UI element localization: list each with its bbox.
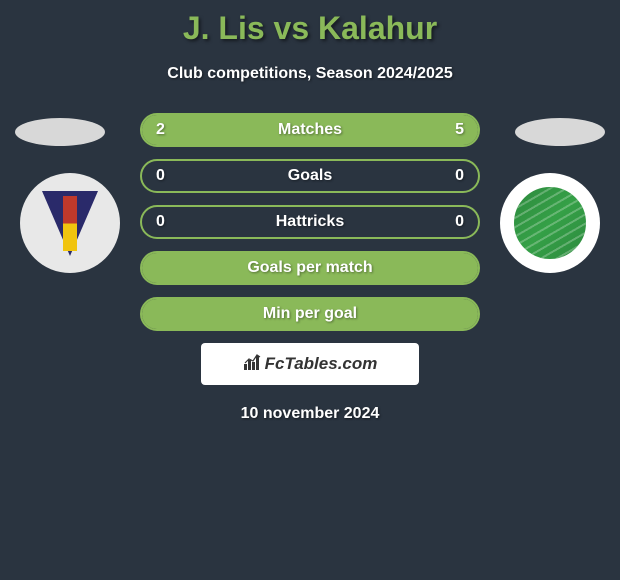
- shield-stripe-icon: [63, 196, 77, 251]
- date-label: 10 november 2024: [0, 405, 620, 423]
- club-badge-right: [500, 173, 600, 273]
- player-left-ellipse: [15, 118, 105, 146]
- stat-value-right: 0: [455, 213, 464, 231]
- stat-label: Matches: [142, 121, 478, 139]
- fctables-logo[interactable]: FcTables.com: [201, 343, 419, 385]
- logo-text: FcTables.com: [265, 354, 378, 374]
- stat-row: 0Goals0: [140, 159, 480, 193]
- stat-label: Goals: [142, 167, 478, 185]
- stat-value-right: 0: [455, 167, 464, 185]
- stat-value-right: 5: [455, 121, 464, 139]
- comparison-area: 2Matches50Goals00Hattricks0Goals per mat…: [0, 113, 620, 331]
- badge-stripes-icon: [514, 187, 586, 259]
- stat-label: Min per goal: [142, 305, 478, 323]
- stats-list: 2Matches50Goals00Hattricks0Goals per mat…: [140, 113, 480, 331]
- page-subtitle: Club competitions, Season 2024/2025: [0, 65, 620, 83]
- stat-row: Min per goal: [140, 297, 480, 331]
- chart-icon: [243, 353, 263, 376]
- shield-icon: [42, 191, 98, 256]
- stat-row: 0Hattricks0: [140, 205, 480, 239]
- stat-label: Hattricks: [142, 213, 478, 231]
- club-badge-left: [20, 173, 120, 273]
- circle-badge-icon: [511, 184, 589, 262]
- stat-row: Goals per match: [140, 251, 480, 285]
- stat-label: Goals per match: [142, 259, 478, 277]
- player-right-ellipse: [515, 118, 605, 146]
- page-title: J. Lis vs Kalahur: [0, 0, 620, 47]
- stat-row: 2Matches5: [140, 113, 480, 147]
